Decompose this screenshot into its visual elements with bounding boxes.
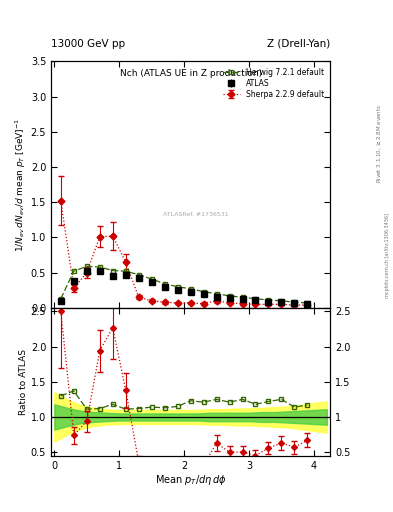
Text: Nch (ATLAS UE in Z production): Nch (ATLAS UE in Z production)	[119, 69, 262, 78]
Text: ATLASRef. #1736531: ATLASRef. #1736531	[163, 211, 229, 217]
Herwig 7.2.1 default	[305, 300, 310, 306]
Herwig 7.2.1 default	[84, 263, 89, 269]
Y-axis label: Ratio to ATLAS: Ratio to ATLAS	[19, 349, 28, 415]
Herwig 7.2.1 default	[240, 294, 245, 301]
Herwig 7.2.1 default	[188, 286, 193, 292]
Herwig 7.2.1 default	[266, 297, 271, 303]
Herwig 7.2.1 default	[123, 268, 128, 274]
Herwig 7.2.1 default	[149, 276, 154, 282]
Herwig 7.2.1 default	[110, 267, 115, 273]
Herwig 7.2.1 default	[214, 291, 219, 297]
Herwig 7.2.1 default	[97, 264, 102, 270]
Text: mcplots.cern.ch [arXiv:1306.3436]: mcplots.cern.ch [arXiv:1306.3436]	[385, 214, 389, 298]
Herwig 7.2.1 default	[136, 272, 141, 278]
Herwig 7.2.1 default	[162, 281, 167, 287]
Herwig 7.2.1 default	[59, 295, 63, 302]
Text: Z (Drell-Yan): Z (Drell-Yan)	[267, 38, 330, 49]
Text: Rivet 3.1.10, $\geq$2.8M events: Rivet 3.1.10, $\geq$2.8M events	[375, 104, 383, 183]
Herwig 7.2.1 default	[72, 268, 76, 274]
X-axis label: Mean $p_T/d\eta\,d\phi$: Mean $p_T/d\eta\,d\phi$	[155, 473, 226, 487]
Herwig 7.2.1 default	[175, 284, 180, 290]
Herwig 7.2.1 default	[201, 289, 206, 295]
Herwig 7.2.1 default	[253, 295, 258, 302]
Text: 13000 GeV pp: 13000 GeV pp	[51, 38, 125, 49]
Legend: Herwig 7.2.1 default, ATLAS, Sherpa 2.2.9 default: Herwig 7.2.1 default, ATLAS, Sherpa 2.2.…	[220, 65, 326, 101]
Herwig 7.2.1 default	[279, 298, 284, 304]
Y-axis label: $1/N_{ev}\, dN_{ev}/d$ mean $p_T$ [GeV]$^{-1}$: $1/N_{ev}\, dN_{ev}/d$ mean $p_T$ [GeV]$…	[13, 117, 28, 252]
Herwig 7.2.1 default	[292, 299, 297, 305]
Herwig 7.2.1 default	[227, 293, 232, 299]
Line: Herwig 7.2.1 default: Herwig 7.2.1 default	[59, 264, 310, 305]
